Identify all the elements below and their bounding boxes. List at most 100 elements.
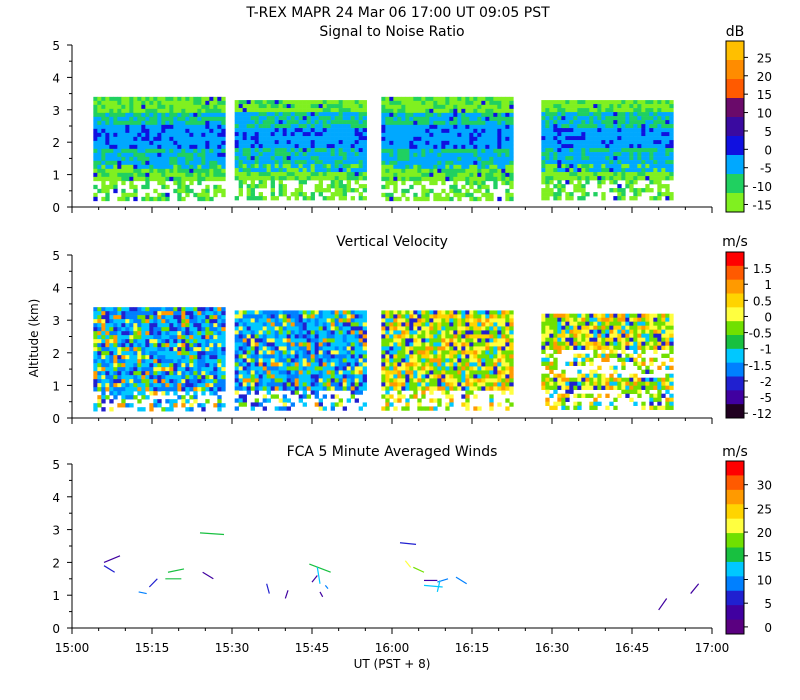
heatmap-cell bbox=[254, 386, 259, 391]
heatmap-cell bbox=[157, 347, 162, 352]
heatmap-cell bbox=[217, 407, 222, 412]
heatmap-cell bbox=[161, 375, 166, 380]
colorbar-swatch bbox=[726, 293, 744, 308]
heatmap-cell bbox=[173, 144, 178, 150]
colorbar-tick-label: 0 bbox=[764, 310, 772, 324]
heatmap-cell bbox=[561, 136, 566, 141]
heatmap-cell bbox=[481, 334, 486, 339]
heatmap-cell bbox=[266, 164, 271, 169]
heatmap-cell bbox=[489, 322, 494, 327]
heatmap-cell bbox=[189, 351, 194, 356]
heatmap-cell bbox=[318, 338, 323, 343]
heatmap-cell bbox=[141, 148, 146, 154]
heatmap-cell bbox=[437, 326, 442, 331]
heatmap-cell bbox=[270, 180, 275, 185]
heatmap-cell bbox=[302, 140, 307, 145]
heatmap-cell bbox=[209, 355, 214, 360]
heatmap-cell bbox=[153, 96, 158, 102]
heatmap-segment bbox=[381, 96, 514, 202]
heatmap-cell bbox=[185, 391, 190, 396]
heatmap-cell bbox=[129, 371, 134, 376]
heatmap-cell bbox=[334, 124, 339, 129]
heatmap-cell bbox=[477, 188, 482, 194]
heatmap-cell bbox=[338, 124, 343, 129]
heatmap-cell bbox=[181, 387, 186, 392]
heatmap-cell bbox=[545, 128, 550, 133]
heatmap-cell bbox=[405, 128, 410, 134]
heatmap-cell bbox=[493, 124, 498, 130]
heatmap-cell bbox=[201, 172, 206, 178]
heatmap-cell bbox=[573, 124, 578, 129]
heatmap-cell bbox=[318, 152, 323, 157]
heatmap-cell bbox=[266, 374, 271, 379]
heatmap-cell bbox=[617, 164, 622, 169]
heatmap-cell bbox=[169, 100, 174, 106]
heatmap-cell bbox=[298, 394, 303, 399]
heatmap-cell bbox=[173, 327, 178, 332]
heatmap-cell bbox=[350, 390, 355, 395]
heatmap-cell bbox=[262, 382, 267, 387]
heatmap-cell bbox=[362, 310, 367, 315]
heatmap-cell bbox=[234, 108, 239, 113]
heatmap-cell bbox=[326, 132, 331, 137]
heatmap-cell bbox=[161, 311, 166, 316]
heatmap-cell bbox=[306, 362, 311, 367]
heatmap-cell bbox=[653, 104, 658, 109]
heatmap-cell bbox=[445, 310, 450, 315]
heatmap-cell bbox=[298, 168, 303, 173]
heatmap-cell bbox=[221, 335, 226, 340]
heatmap-cell bbox=[433, 124, 438, 130]
heatmap-cell bbox=[310, 136, 315, 141]
heatmap-cell bbox=[274, 124, 279, 129]
heatmap-cell bbox=[149, 160, 154, 166]
heatmap-cell bbox=[413, 144, 418, 150]
heatmap-cell bbox=[306, 318, 311, 323]
heatmap-cell bbox=[109, 116, 114, 122]
heatmap-cell bbox=[193, 371, 198, 376]
heatmap-cell bbox=[385, 176, 390, 182]
heatmap-cell bbox=[465, 104, 470, 110]
heatmap-cell bbox=[314, 108, 319, 113]
heatmap-cell bbox=[189, 363, 194, 368]
heatmap-cell bbox=[153, 387, 158, 392]
heatmap-cell bbox=[350, 104, 355, 109]
heatmap-cell bbox=[101, 144, 106, 150]
heatmap-cell bbox=[238, 120, 243, 125]
heatmap-cell bbox=[322, 136, 327, 141]
heatmap-cell bbox=[141, 132, 146, 138]
heatmap-cell bbox=[197, 152, 202, 158]
heatmap-cell bbox=[397, 144, 402, 150]
heatmap-cell bbox=[113, 375, 118, 380]
heatmap-cell bbox=[338, 318, 343, 323]
heatmap-cell bbox=[497, 152, 502, 158]
heatmap-cell bbox=[149, 132, 154, 138]
heatmap-cell bbox=[354, 334, 359, 339]
heatmap-cell bbox=[266, 168, 271, 173]
heatmap-cell bbox=[389, 104, 394, 110]
heatmap-cell bbox=[322, 342, 327, 347]
heatmap-cell bbox=[541, 188, 546, 193]
heatmap-cell bbox=[457, 334, 462, 339]
heatmap-cell bbox=[105, 168, 110, 174]
heatmap-cell bbox=[258, 358, 263, 363]
heatmap-cell bbox=[161, 383, 166, 388]
heatmap-cell bbox=[193, 319, 198, 324]
heatmap-cell bbox=[449, 310, 454, 315]
heatmap-cell bbox=[246, 310, 251, 315]
y-axis-label: Altitude (km) bbox=[27, 299, 41, 378]
heatmap-cell bbox=[465, 120, 470, 126]
heatmap-cell bbox=[613, 100, 618, 105]
heatmap-cell bbox=[557, 172, 562, 177]
heatmap-cell bbox=[505, 326, 510, 331]
heatmap-cell bbox=[557, 124, 562, 129]
heatmap-cell bbox=[185, 104, 190, 110]
heatmap-cell bbox=[314, 378, 319, 383]
heatmap-cell bbox=[445, 104, 450, 110]
heatmap-cell bbox=[401, 172, 406, 178]
heatmap-cell bbox=[177, 351, 182, 356]
heatmap-cell bbox=[141, 140, 146, 146]
heatmap-cell bbox=[445, 140, 450, 146]
heatmap-cell bbox=[213, 363, 218, 368]
heatmap-cell bbox=[254, 136, 259, 141]
heatmap-cell bbox=[101, 96, 106, 102]
